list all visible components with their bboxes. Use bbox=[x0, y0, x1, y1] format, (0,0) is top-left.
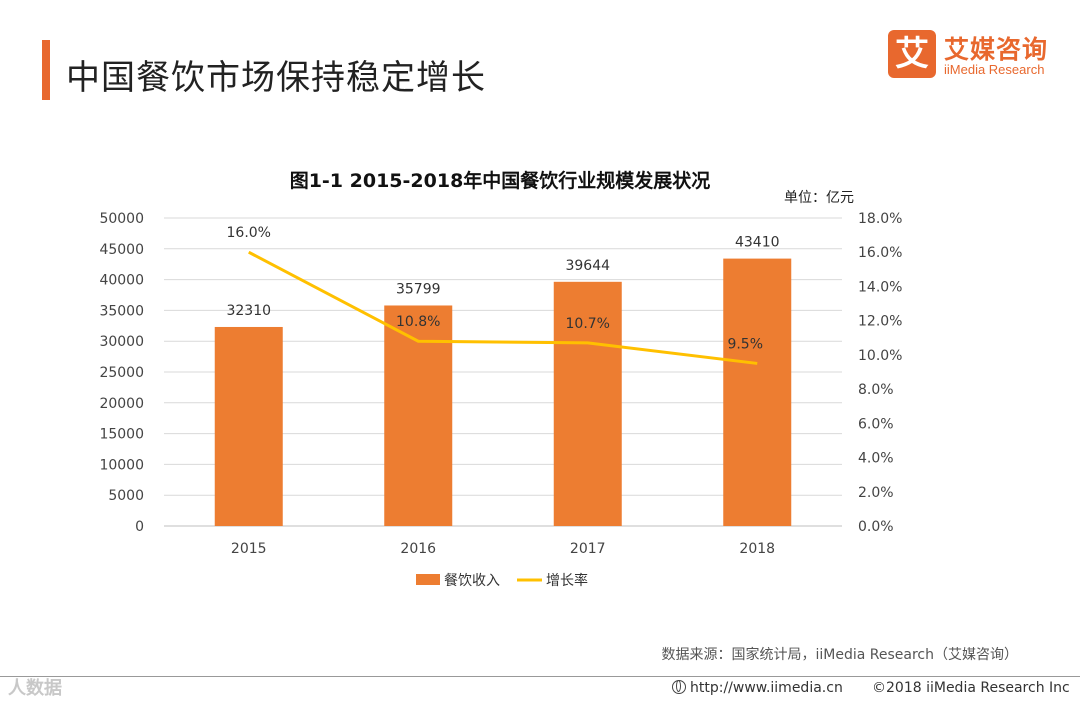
legend-label-bar: 餐饮收入 bbox=[444, 573, 500, 589]
x-tick-label: 2017 bbox=[570, 541, 606, 557]
footer-divider bbox=[0, 676, 1080, 677]
growth-rate-line bbox=[248, 250, 758, 365]
legend-label-line: 增长率 bbox=[546, 572, 588, 589]
x-tick-label: 2018 bbox=[739, 541, 775, 557]
y-left-tick-label: 0 bbox=[135, 519, 144, 535]
bar-value-label: 32310 bbox=[226, 303, 271, 319]
y-right-tick-label: 14.0% bbox=[858, 279, 902, 295]
page-title: 中国餐饮市场保持稳定增长 bbox=[66, 58, 486, 98]
y-right-tick-label: 8.0% bbox=[858, 382, 894, 398]
x-tick-label: 2015 bbox=[231, 541, 267, 557]
bar-value-label: 35799 bbox=[396, 281, 441, 297]
footer-url-link[interactable]: http://www.iimedia.cn bbox=[672, 680, 843, 696]
bar-2016 bbox=[384, 305, 453, 526]
title-accent-bar bbox=[42, 40, 50, 100]
y-right-tick-label: 6.0% bbox=[858, 416, 894, 432]
y-left-tick-label: 35000 bbox=[99, 303, 144, 319]
legend-swatch-bar bbox=[416, 574, 440, 585]
y-left-tick-label: 45000 bbox=[99, 242, 144, 258]
logo-name-en: iiMedia Research bbox=[944, 62, 1045, 77]
y-left-tick-label: 20000 bbox=[99, 396, 144, 412]
y-right-tick-label: 16.0% bbox=[858, 245, 902, 261]
y-left-tick-label: 5000 bbox=[108, 488, 144, 504]
y-left-tick-label: 10000 bbox=[99, 457, 144, 473]
globe-icon bbox=[672, 680, 686, 694]
growth-rate-label: 10.8% bbox=[396, 314, 440, 330]
bar-value-label: 39644 bbox=[565, 258, 610, 274]
bar-value-label: 43410 bbox=[735, 235, 780, 251]
logo-mark: 艾 bbox=[888, 30, 936, 78]
chart-title: 图1-1 2015-2018年中国餐饮行业规模发展状况 bbox=[289, 170, 711, 192]
y-left-tick-label: 40000 bbox=[99, 273, 144, 289]
bar-2018 bbox=[723, 258, 792, 526]
y-left-tick-label: 30000 bbox=[99, 334, 144, 350]
y-right-tick-label: 2.0% bbox=[858, 485, 894, 501]
footer-copyright: ©2018 iiMedia Research Inc bbox=[872, 680, 1070, 696]
y-left-tick-label: 15000 bbox=[99, 427, 144, 443]
growth-rate-label: 9.5% bbox=[727, 336, 763, 352]
iimedia-logo: 艾 艾媒咨询 iiMedia Research bbox=[888, 30, 1068, 82]
watermark: 人数据 bbox=[8, 678, 62, 699]
y-left-tick-label: 50000 bbox=[99, 211, 144, 227]
logo-name-cn: 艾媒咨询 bbox=[944, 35, 1049, 64]
x-tick-label: 2016 bbox=[400, 541, 436, 557]
y-left-tick-label: 25000 bbox=[99, 365, 144, 381]
data-source: 数据来源：国家统计局，iiMedia Research（艾媒咨询） bbox=[661, 647, 1019, 663]
y-right-tick-label: 0.0% bbox=[858, 519, 894, 535]
y-right-tick-label: 10.0% bbox=[858, 348, 902, 364]
bar-2017 bbox=[553, 281, 622, 526]
footer-url-text: http://www.iimedia.cn bbox=[690, 680, 843, 696]
growth-rate-label: 10.7% bbox=[566, 316, 610, 332]
unit-label: 单位：亿元 bbox=[784, 190, 854, 206]
y-right-tick-label: 18.0% bbox=[858, 211, 902, 227]
growth-rate-label: 16.0% bbox=[227, 225, 271, 241]
y-right-tick-label: 4.0% bbox=[858, 451, 894, 467]
bar-2015 bbox=[214, 326, 283, 526]
y-right-tick-label: 12.0% bbox=[858, 314, 902, 330]
